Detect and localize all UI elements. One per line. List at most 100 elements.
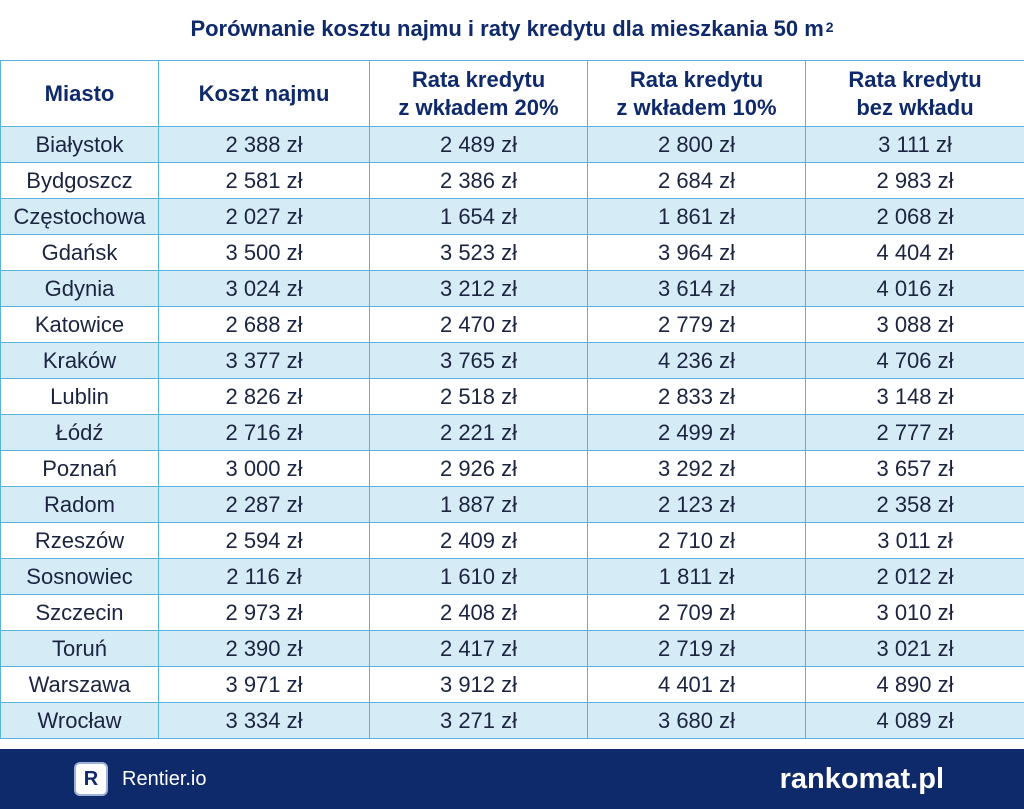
city-cell: Szczecin [0,594,159,631]
value-cell: 2 027 zł [158,198,370,235]
value-cell: 3 011 zł [805,522,1024,559]
value-cell: 3 614 zł [587,270,806,307]
value-cell: 2 779 zł [587,306,806,343]
value-cell: 2 499 zł [587,414,806,451]
city-cell: Katowice [0,306,159,343]
value-cell: 2 709 zł [587,594,806,631]
value-cell: 3 523 zł [369,234,588,271]
table-row: Szczecin 2 973 zł 2 408 zł 2 709 zł 3 010 zł [0,594,1024,631]
city-cell: Gdańsk [0,234,159,271]
value-cell: 2 826 zł [158,378,370,415]
value-cell: 3 000 zł [158,450,370,487]
value-cell: 2 470 zł [369,306,588,343]
column-header: Rata kredytu z wkładem 20% [369,60,588,127]
value-cell: 1 887 zł [369,486,588,523]
table-row: Sosnowiec 2 116 zł 1 610 zł 1 811 zł 2 012 z… [0,558,1024,595]
value-cell: 3 912 zł [369,666,588,703]
value-cell: 2 221 zł [369,414,588,451]
value-cell: 3 292 zł [587,450,806,487]
value-cell: 2 386 zł [369,162,588,199]
column-header-line: Miasto [44,80,115,106]
chart-title-superscript: 2 [825,19,834,35]
value-cell: 4 089 zł [805,702,1024,739]
table-row: Bydgoszcz 2 581 zł 2 386 zł 2 684 zł 2 983 z… [0,162,1024,199]
value-cell: 2 719 zł [587,630,806,667]
city-cell: Radom [0,486,159,523]
value-cell: 3 088 zł [805,306,1024,343]
value-cell: 4 890 zł [805,666,1024,703]
value-cell: 4 016 zł [805,270,1024,307]
table-row: Warszawa 3 971 zł 3 912 zł 4 401 zł 4 890 zł [0,666,1024,703]
value-cell: 3 377 zł [158,342,370,379]
value-cell: 2 408 zł [369,594,588,631]
value-cell: 3 334 zł [158,702,370,739]
table-row: Poznań 3 000 zł 2 926 zł 3 292 zł 3 657 zł [0,450,1024,487]
value-cell: 3 010 zł [805,594,1024,631]
column-header: Rata kredytu bez wkładu [805,60,1024,127]
column-header-line: Rata kredytu [629,66,764,92]
value-cell: 2 116 zł [158,558,370,595]
footer-bar: R Rentier.io rankomat.pl [0,749,1024,809]
column-header-line: bez wkładu [856,94,974,120]
table-row: Katowice 2 688 zł 2 470 zł 2 779 zł 3 088 zł [0,306,1024,343]
value-cell: 2 358 zł [805,486,1024,523]
table-row: Lublin 2 826 zł 2 518 zł 2 833 zł 3 148 zł [0,378,1024,415]
value-cell: 3 212 zł [369,270,588,307]
column-header-line: Koszt najmu [198,80,330,106]
city-cell: Sosnowiec [0,558,159,595]
value-cell: 3 680 zł [587,702,806,739]
chart-title: Porównanie kosztu najmu i raty kredytu d… [0,0,1024,58]
value-cell: 2 983 zł [805,162,1024,199]
value-cell: 2 973 zł [158,594,370,631]
city-cell: Lublin [0,378,159,415]
column-header: Koszt najmu [158,60,370,127]
value-cell: 3 657 zł [805,450,1024,487]
column-header: Miasto [0,60,159,127]
city-cell: Gdynia [0,270,159,307]
value-cell: 3 765 zł [369,342,588,379]
table-row: Białystok 2 388 zł 2 489 zł 2 800 zł 3 111 z… [0,126,1024,163]
value-cell: 1 861 zł [587,198,806,235]
value-cell: 2 287 zł [158,486,370,523]
value-cell: 2 123 zł [587,486,806,523]
table-row: Gdynia 3 024 zł 3 212 zł 3 614 zł 4 016 zł [0,270,1024,307]
value-cell: 3 024 zł [158,270,370,307]
value-cell: 3 021 zł [805,630,1024,667]
value-cell: 2 388 zł [158,126,370,163]
city-cell: Częstochowa [0,198,159,235]
table-row: Wrocław 3 334 zł 3 271 zł 3 680 zł 4 089 zł [0,702,1024,739]
city-cell: Warszawa [0,666,159,703]
value-cell: 3 148 zł [805,378,1024,415]
table-row: Łódź 2 716 zł 2 221 zł 2 499 zł 2 777 zł [0,414,1024,451]
table-row: Gdańsk 3 500 zł 3 523 zł 3 964 zł 4 404 zł [0,234,1024,271]
value-cell: 4 236 zł [587,342,806,379]
column-header-line: Rata kredytu [848,66,982,92]
value-cell: 3 500 zł [158,234,370,271]
chart-title-text: Porównanie kosztu najmu i raty kredytu d… [190,16,824,41]
city-cell: Bydgoszcz [0,162,159,199]
value-cell: 2 800 zł [587,126,806,163]
value-cell: 2 777 zł [805,414,1024,451]
value-cell: 3 964 zł [587,234,806,271]
value-cell: 2 581 zł [158,162,370,199]
rentier-logo-icon: R [74,762,108,796]
value-cell: 2 716 zł [158,414,370,451]
value-cell: 2 409 zł [369,522,588,559]
value-cell: 4 404 zł [805,234,1024,271]
value-cell: 2 684 zł [587,162,806,199]
table-row: Toruń 2 390 zł 2 417 zł 2 719 zł 3 021 zł [0,630,1024,667]
column-header-line: z wkładem 10% [616,94,777,120]
table-body: Białystok 2 388 zł 2 489 zł 2 800 zł 3 111 z… [0,126,1024,739]
value-cell: 2 688 zł [158,306,370,343]
rankomat-logo: rankomat.pl [779,763,944,795]
column-header-line: Rata kredytu [411,66,546,92]
table-row: Kraków 3 377 zł 3 765 zł 4 236 zł 4 706 zł [0,342,1024,379]
value-cell: 2 068 zł [805,198,1024,235]
value-cell: 1 654 zł [369,198,588,235]
value-cell: 2 489 zł [369,126,588,163]
city-cell: Kraków [0,342,159,379]
city-cell: Wrocław [0,702,159,739]
city-cell: Łódź [0,414,159,451]
column-header-line: z wkładem 20% [398,94,559,120]
value-cell: 2 710 zł [587,522,806,559]
